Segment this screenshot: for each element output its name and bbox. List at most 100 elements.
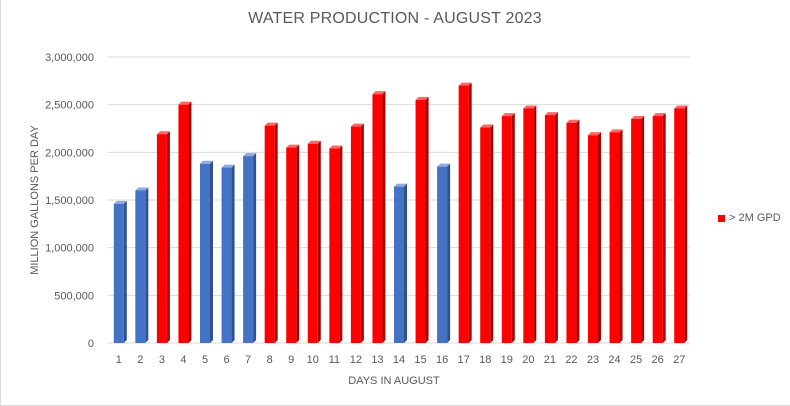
- bar-day-3: [156, 131, 170, 343]
- bar-front: [372, 94, 383, 344]
- bar-side: [360, 123, 364, 344]
- bar-day-9: [286, 144, 300, 343]
- bar-side: [641, 115, 645, 343]
- x-tick-label: 9: [288, 354, 294, 366]
- x-tick-label: 20: [522, 354, 534, 366]
- bar-side: [619, 129, 623, 343]
- y-tick-label: 2,000,000: [45, 147, 94, 159]
- bar-front: [652, 116, 663, 344]
- bar-top: [135, 187, 149, 191]
- x-tick-label: 1: [116, 354, 122, 366]
- y-axis-title: MILLION GALLONS PER DAY: [29, 125, 41, 275]
- bar-top: [501, 113, 515, 117]
- x-tick-label: 11: [329, 354, 340, 366]
- bar-top: [588, 132, 601, 136]
- bar-day-13: [372, 91, 386, 344]
- y-axis-tick-labels: 0 500,000 1,000,000 1,500,000 2,000,000 2,500…: [45, 52, 94, 350]
- bar-top: [394, 183, 407, 187]
- bar-side: [339, 145, 343, 343]
- bar-front: [135, 190, 146, 343]
- bar-day-2: [135, 187, 149, 343]
- x-tick-label: 4: [180, 354, 186, 366]
- bar-front: [588, 135, 598, 343]
- x-tick-label: 17: [458, 354, 470, 366]
- bar-front: [523, 108, 534, 343]
- bar-top: [113, 200, 127, 204]
- bar-front: [329, 148, 340, 343]
- bar-front: [113, 203, 124, 343]
- x-tick-label: 27: [673, 354, 685, 366]
- y-tick-label: 3,000,000: [45, 52, 94, 64]
- bar-day-24: [609, 129, 623, 343]
- y-tick-label: 500,000: [54, 290, 94, 302]
- bar-top: [674, 105, 688, 109]
- bar-front: [350, 126, 361, 344]
- bar-side: [274, 122, 278, 343]
- x-tick-label: 8: [267, 354, 273, 366]
- x-tick-label: 3: [159, 354, 165, 366]
- bar-front: [221, 167, 232, 343]
- bar-side: [404, 183, 407, 343]
- bar-side: [598, 132, 601, 343]
- bar-day-1: [113, 200, 127, 343]
- bar-side: [425, 96, 429, 344]
- bar-side: [382, 91, 386, 344]
- bar-day-17: [458, 82, 472, 343]
- bar-front: [286, 147, 297, 343]
- bar-top: [523, 105, 537, 109]
- x-tick-label: 21: [544, 354, 556, 366]
- bar-side: [231, 164, 235, 343]
- x-tick-label: 19: [501, 354, 513, 366]
- x-tick-label: 26: [652, 354, 664, 366]
- x-tick-label: 24: [608, 354, 620, 366]
- bar-front: [437, 166, 448, 343]
- bar-side: [468, 82, 472, 343]
- bar-side: [576, 119, 580, 343]
- bar-side: [317, 140, 321, 343]
- bar-top: [609, 129, 623, 133]
- y-tick-label: 1,500,000: [45, 195, 94, 207]
- bar-day-11: [329, 145, 343, 343]
- bar-front: [458, 85, 469, 343]
- bar-front: [480, 127, 491, 344]
- bar-front: [544, 115, 555, 343]
- bar-side: [554, 112, 558, 343]
- bar-top: [350, 123, 364, 127]
- bar-front: [394, 186, 404, 343]
- bar-day-7: [243, 153, 257, 343]
- bar-top: [264, 122, 278, 126]
- x-tick-label: 18: [479, 354, 491, 366]
- legend: > 2M GPD: [718, 212, 781, 224]
- bar-side: [662, 113, 666, 344]
- x-tick-label: 15: [414, 354, 426, 366]
- bar-day-10: [307, 140, 321, 343]
- bar-top: [458, 82, 472, 86]
- y-tick-label: 1,000,000: [45, 243, 94, 255]
- bar-day-6: [221, 164, 235, 343]
- bar-day-12: [350, 123, 364, 344]
- bar-top: [480, 124, 494, 128]
- bar-day-4: [178, 101, 192, 344]
- x-axis-title: DAYS IN AUGUST: [348, 375, 440, 387]
- x-tick-label: 14: [393, 354, 405, 366]
- bar-day-23: [588, 132, 601, 343]
- bar-front: [243, 156, 254, 343]
- bar-front: [674, 108, 685, 343]
- bar-side: [188, 101, 192, 344]
- bar-day-16: [437, 163, 451, 343]
- bar-top: [200, 160, 213, 164]
- bar-front: [415, 99, 426, 344]
- bar-front: [264, 125, 275, 343]
- x-tick-label: 6: [223, 354, 229, 366]
- bar-top: [544, 112, 558, 116]
- x-tick-label: 7: [245, 354, 251, 366]
- bar-day-14: [394, 183, 407, 343]
- bar-day-18: [480, 124, 494, 344]
- bar-day-15: [415, 96, 429, 344]
- bar-front: [200, 163, 210, 343]
- x-tick-label: 10: [307, 354, 319, 366]
- bar-top: [221, 164, 235, 168]
- bar-side: [145, 187, 149, 343]
